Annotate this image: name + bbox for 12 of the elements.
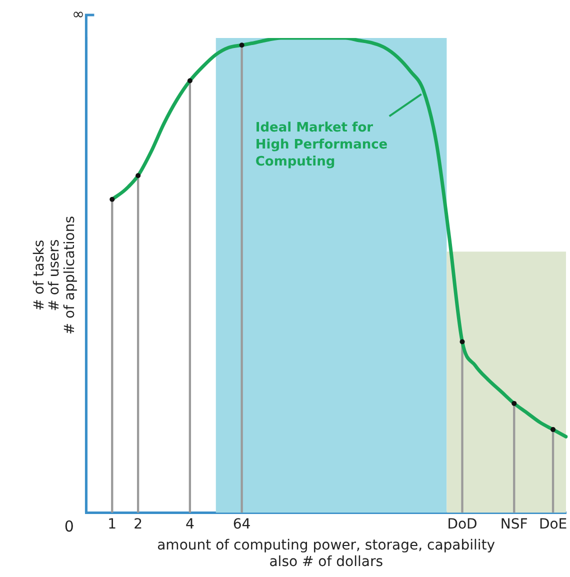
x-tick-label: NSF (500, 516, 528, 533)
x-tick-label: DoE (538, 516, 568, 533)
text: 0 (64, 517, 74, 536)
text: Ideal Market for High Performance Computing (255, 120, 388, 170)
y-axis-title: # of tasks # of users # of applications (31, 216, 78, 335)
x-tick-label: 1 (108, 516, 117, 533)
x-tick-label: 64 (232, 516, 251, 533)
x-tick-label: 2 (134, 516, 143, 533)
text: ∞ (72, 4, 84, 23)
x-tick-label: 4 (185, 516, 194, 533)
x-axis-title: amount of computing power, storage, capability also # of dollars (157, 537, 496, 570)
x-tick-label: DoD (447, 516, 478, 533)
